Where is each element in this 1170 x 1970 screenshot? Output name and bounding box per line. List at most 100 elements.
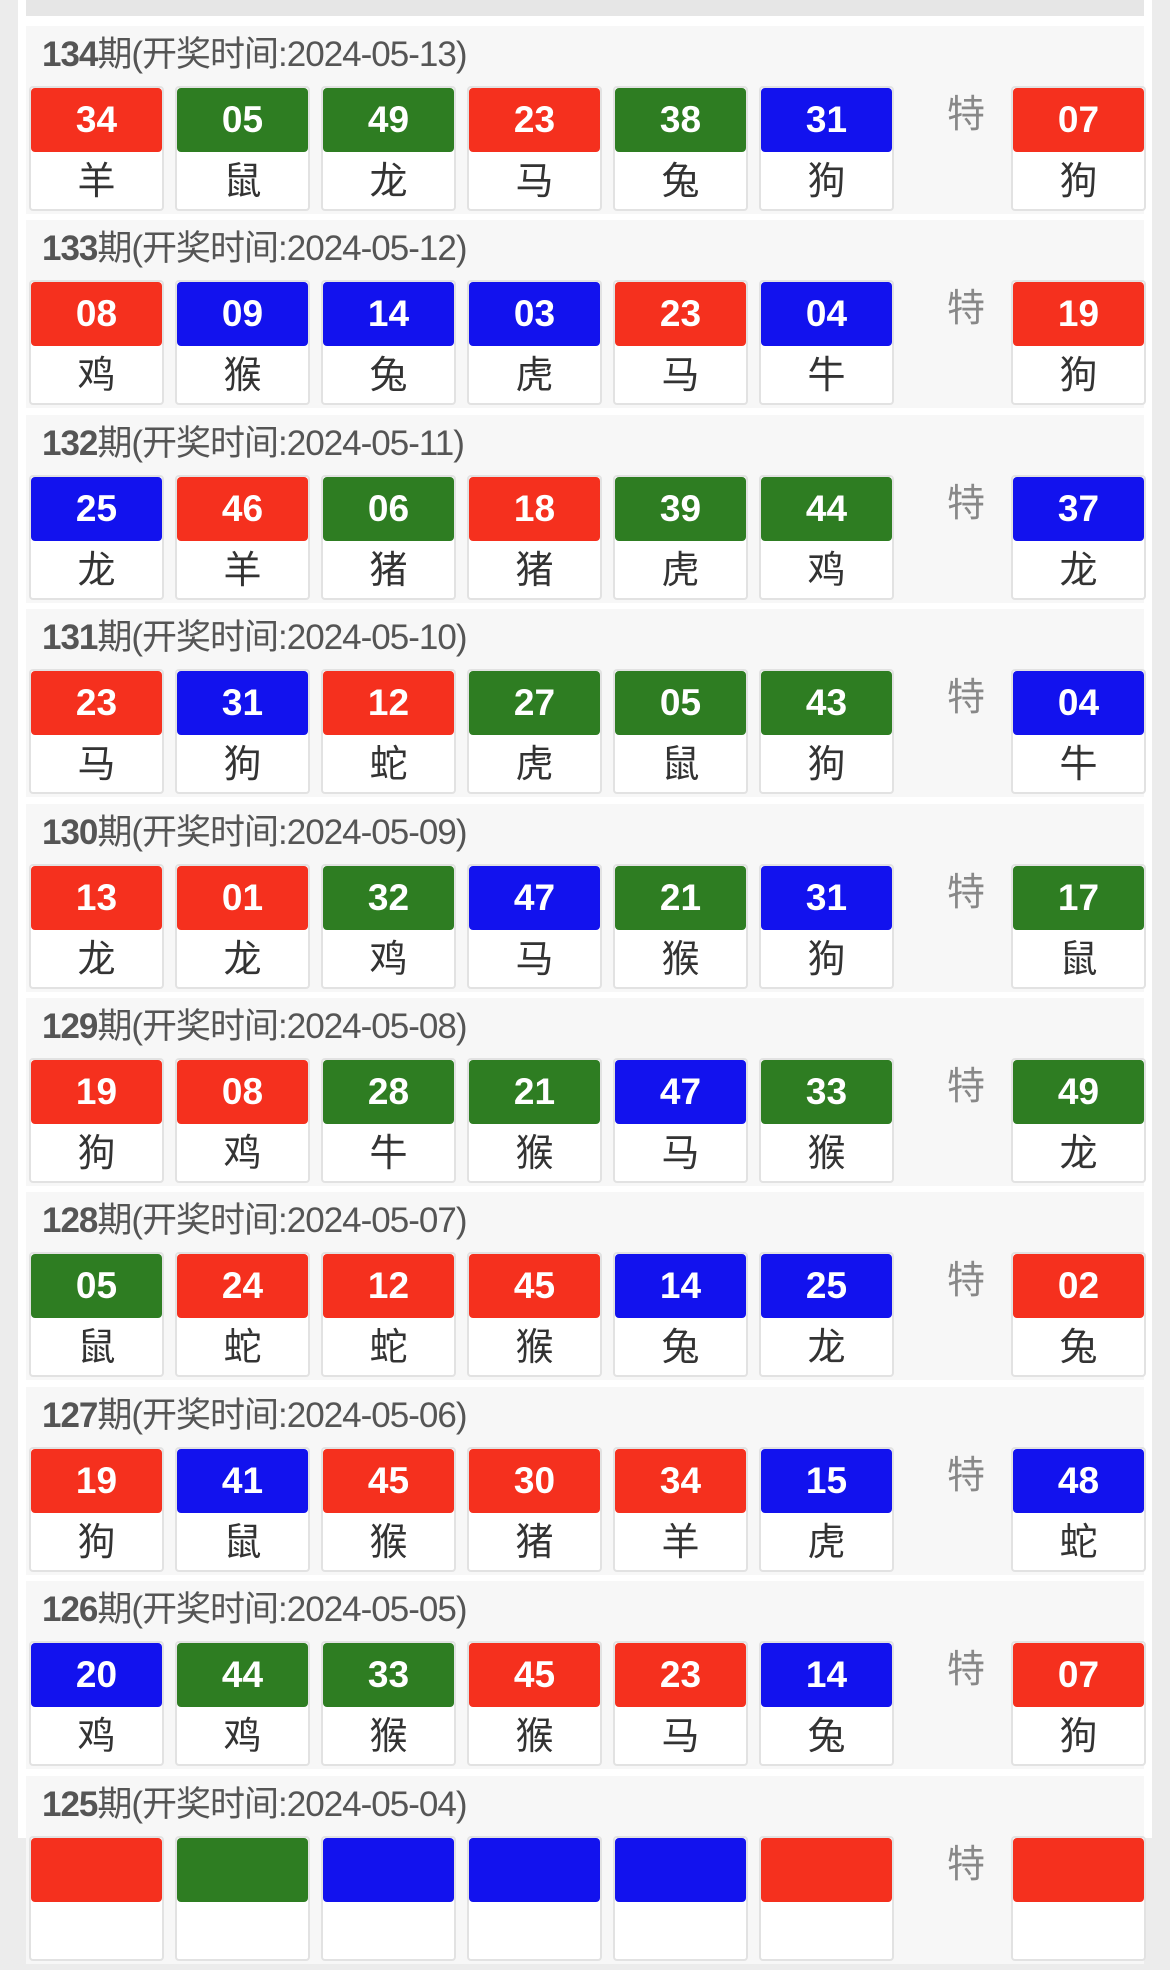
ball: 44 鸡: [759, 474, 894, 600]
ball: 38 兔: [613, 86, 748, 211]
zodiac-label: 狗: [1059, 159, 1098, 203]
zodiac-label: 兔: [369, 353, 408, 398]
ball-number: 25: [761, 1254, 892, 1319]
draw-title: 129期(开奖时间:2024-05-08): [26, 998, 1144, 1058]
ball: 23 马: [29, 669, 164, 795]
zodiac-label: 龙: [1059, 1130, 1098, 1175]
zodiac-label: 蛇: [369, 742, 408, 787]
zodiac-label: 狗: [1059, 353, 1098, 398]
ball-number: 31: [177, 671, 308, 736]
zodiac-label: 羊: [661, 1519, 700, 1564]
zodiac-label: [1013, 1902, 1144, 1959]
ball-number: 27: [469, 671, 600, 736]
zodiac-label: 兔: [1059, 1325, 1098, 1370]
ball: 18 猪: [467, 474, 602, 600]
ball: 05 鼠: [175, 86, 310, 211]
zodiac-label: 猴: [369, 1519, 408, 1564]
zodiac-label: [177, 1902, 308, 1959]
top-bar: [26, 0, 1144, 16]
zodiac-label: 龙: [77, 547, 116, 592]
zodiac-label: 猴: [369, 1714, 408, 1759]
ball-number: 38: [615, 88, 746, 152]
special-ball: 48 蛇: [1011, 1446, 1146, 1572]
ball-number: 03: [469, 282, 600, 347]
ball-number: [1013, 1837, 1144, 1902]
ball: [29, 1835, 164, 1961]
ball-number: 08: [177, 1059, 308, 1124]
ball-number: 07: [1013, 1643, 1144, 1708]
ball-number: 37: [1013, 476, 1144, 541]
draw-record: 132期(开奖时间:2024-05-11) 25 龙 46 羊 06 猪 18 …: [26, 414, 1146, 603]
draw-title: 125期(开奖时间:2024-05-04): [26, 1776, 1144, 1836]
ball: 32 鸡: [321, 863, 456, 989]
zodiac-label: 蛇: [369, 1325, 408, 1370]
ball: 43 狗: [759, 669, 894, 795]
ball-number: 45: [469, 1643, 600, 1708]
zodiac-label: 蛇: [223, 1325, 262, 1370]
draw-date: 期(开奖时间:2024-05-11): [97, 423, 464, 463]
zodiac-label: 虎: [807, 1519, 846, 1564]
ball-number: 45: [323, 1448, 454, 1513]
ball: 33 猴: [759, 1057, 894, 1183]
ball-number: 47: [615, 1059, 746, 1124]
ball-number: 07: [1013, 88, 1144, 152]
ball: 41 鼠: [175, 1446, 310, 1572]
issue-number: 125: [42, 1784, 98, 1824]
zodiac-label: 猴: [807, 1130, 846, 1175]
ball: 33 猴: [321, 1641, 456, 1767]
ball: 31 狗: [175, 669, 310, 795]
ball: 01 龙: [175, 863, 310, 989]
ball: 14 兔: [613, 1252, 748, 1378]
ball: 25 龙: [29, 474, 164, 600]
ball-number: 19: [1013, 282, 1144, 347]
zodiac-label: 虎: [515, 353, 554, 398]
zodiac-label: 兔: [807, 1714, 846, 1759]
zodiac-label: 猪: [515, 547, 554, 592]
special-ball: 37 龙: [1011, 474, 1146, 600]
zodiac-label: 马: [661, 353, 700, 398]
ball-number: 14: [761, 1643, 892, 1708]
zodiac-label: 羊: [223, 547, 262, 592]
special-label: 特: [946, 480, 985, 525]
ball-number: 49: [323, 88, 454, 152]
draw-record: 134期(开奖时间:2024-05-13) 34 羊 05 鼠 49 龙 23 …: [26, 26, 1146, 214]
ball-number: 05: [177, 88, 308, 152]
zodiac-label: [615, 1902, 746, 1959]
ball: 44 鸡: [175, 1641, 310, 1767]
zodiac-label: 马: [515, 159, 554, 203]
ball-number: [177, 1837, 308, 1902]
ball: 49 龙: [321, 86, 456, 211]
draw-date: 期(开奖时间:2024-05-13): [97, 35, 467, 74]
ball-number: 41: [177, 1448, 308, 1513]
ball: 12 蛇: [321, 669, 456, 795]
ball-number: 44: [177, 1643, 308, 1708]
ball: 45 猴: [321, 1446, 456, 1572]
ball-number: 12: [323, 671, 454, 736]
ball-number: 15: [761, 1448, 892, 1513]
zodiac-label: 狗: [807, 742, 846, 787]
ball-number: 04: [1013, 671, 1144, 736]
ball-number: 32: [323, 865, 454, 930]
ball-number: 23: [31, 671, 162, 736]
zodiac-label: 猴: [515, 1325, 554, 1370]
draw-list: 134期(开奖时间:2024-05-13) 34 羊 05 鼠 49 龙 23 …: [26, 26, 1146, 1970]
zodiac-label: 虎: [515, 742, 554, 787]
special-ball: 04 牛: [1011, 669, 1146, 795]
draw-date: 期(开奖时间:2024-05-06): [97, 1395, 467, 1435]
draw-record: 127期(开奖时间:2024-05-06) 19 狗 41 鼠 45 猴 30 …: [26, 1386, 1146, 1575]
zodiac-label: 鼠: [223, 1519, 262, 1564]
ball-number: 25: [31, 476, 162, 541]
ball-number: 17: [1013, 865, 1144, 930]
issue-number: 130: [42, 812, 98, 852]
draw-date: 期(开奖时间:2024-05-12): [97, 229, 467, 269]
ball-number: 14: [615, 1254, 746, 1319]
special-label: 特: [946, 1452, 985, 1497]
page: 134期(开奖时间:2024-05-13) 34 羊 05 鼠 49 龙 23 …: [18, 0, 1152, 1964]
ball-number: 05: [615, 671, 746, 736]
draw-record: 131期(开奖时间:2024-05-10) 23 马 31 狗 12 蛇 27 …: [26, 609, 1146, 798]
zodiac-label: 牛: [1059, 742, 1098, 787]
zodiac-label: 龙: [1059, 547, 1098, 592]
ball: 24 蛇: [175, 1252, 310, 1378]
ball: 21 猴: [467, 1057, 602, 1183]
zodiac-label: 羊: [77, 159, 116, 203]
